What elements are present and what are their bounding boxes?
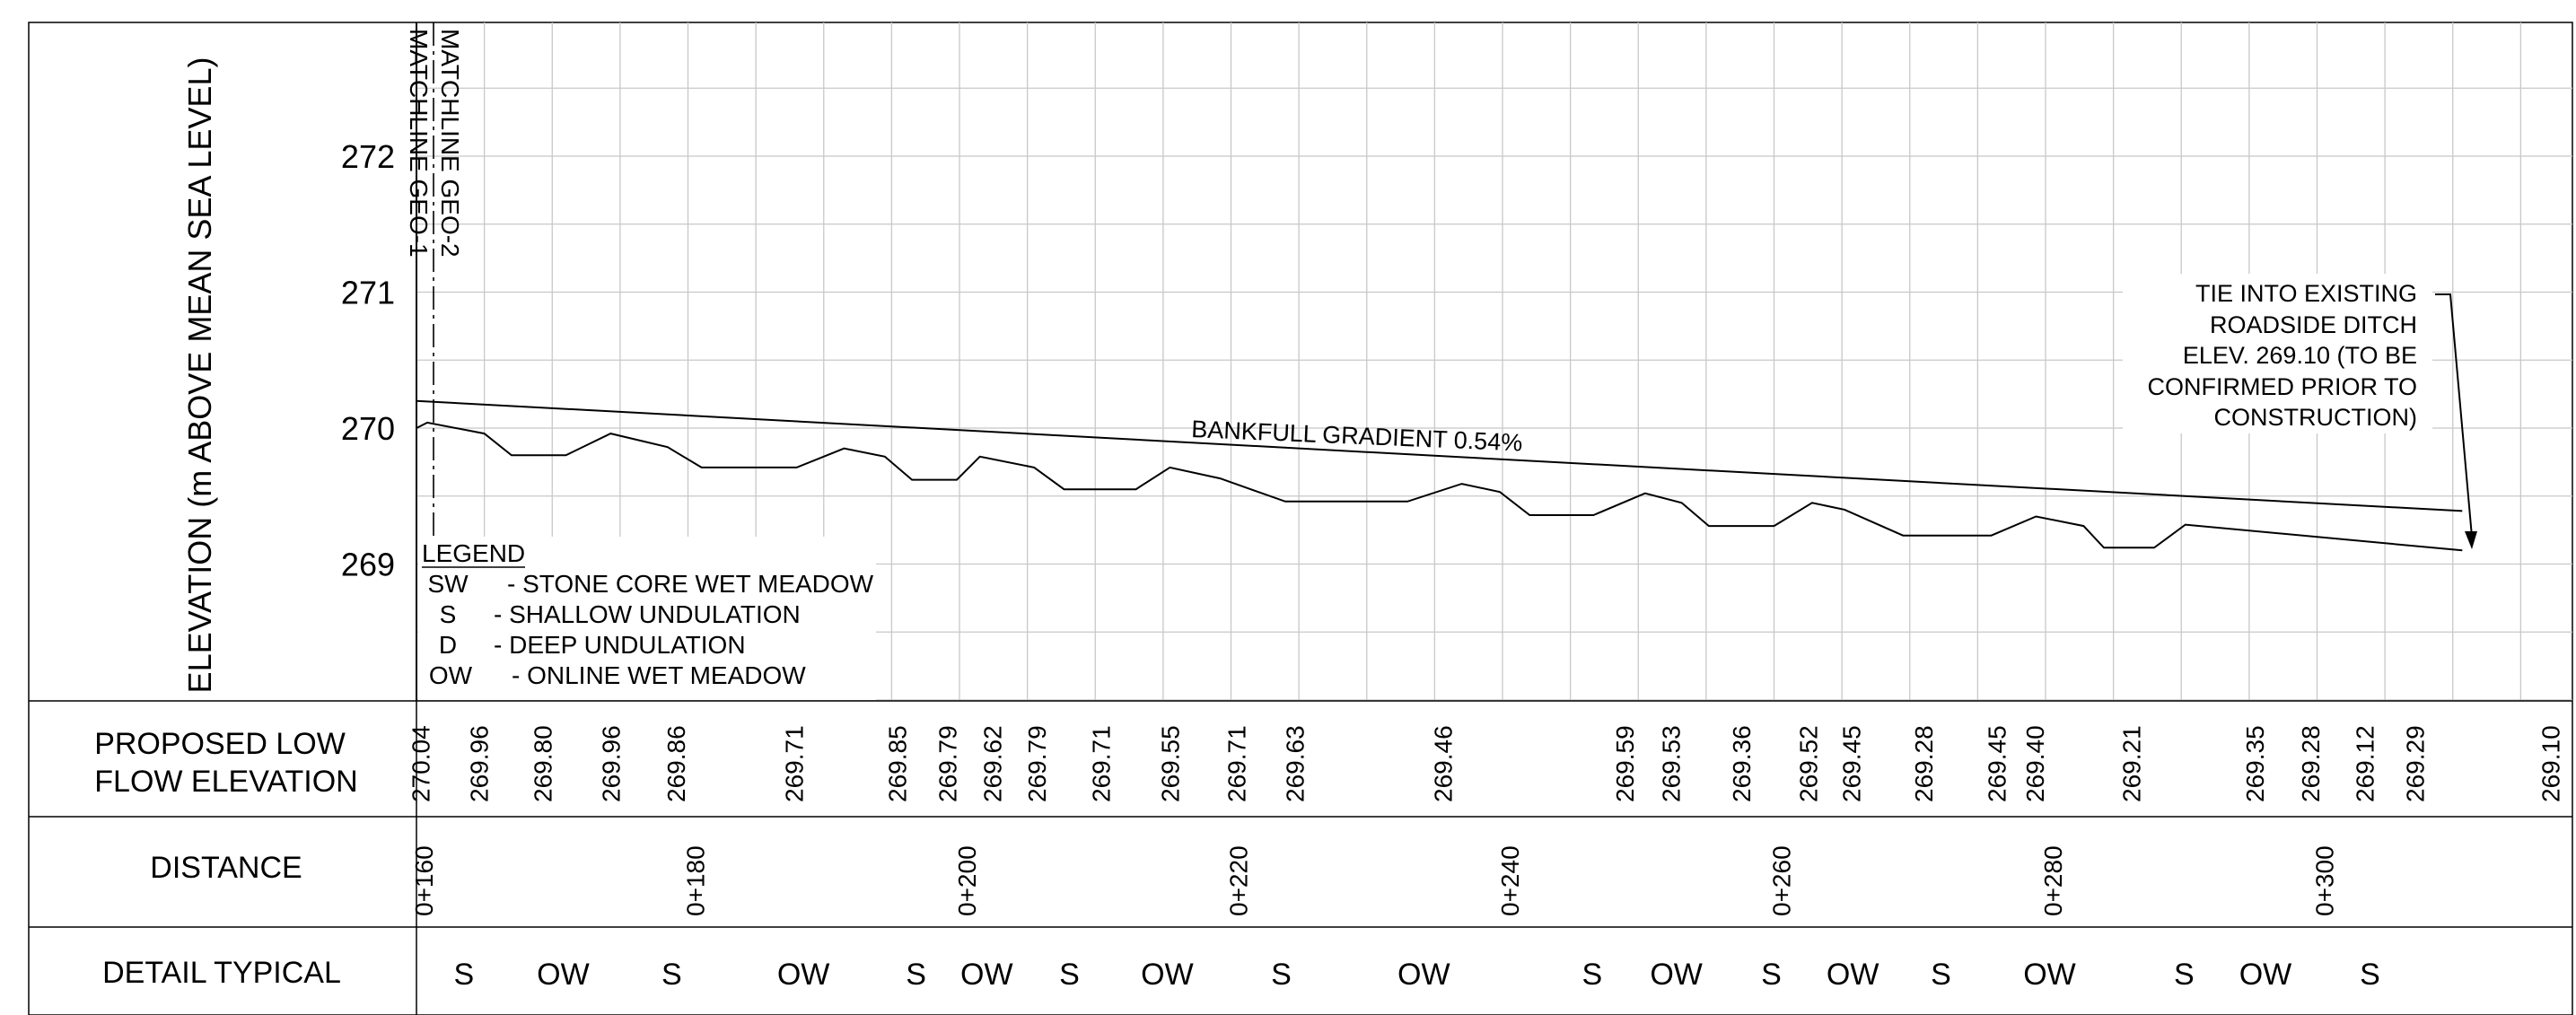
tie-in-note-line-3: ELEV. 269.10 (TO BE [2183, 342, 2417, 369]
distance-chainage-label: 0+240 [1496, 845, 1524, 916]
y-tick-label: 272 [341, 138, 395, 175]
tie-in-note-line-2: ROADSIDE DITCH [2210, 311, 2417, 338]
elevation-value-label: 269.79 [1023, 725, 1051, 802]
elevation-value-label: 269.59 [1611, 725, 1639, 802]
legend-code-ow: OW [429, 661, 473, 689]
elevation-value-label: 269.52 [1794, 725, 1822, 802]
distance-chainage-label: 0+200 [953, 845, 981, 916]
row-label-distance: DISTANCE [150, 851, 302, 885]
elevation-value-label: 269.45 [1984, 725, 2011, 802]
distance-chainage-label: 0+220 [1225, 845, 1253, 916]
detail-typical-label: OW [1141, 958, 1194, 992]
row-label-elevation-line-2: FLOW ELEVATION [94, 765, 357, 799]
detail-typical-label: OW [2023, 958, 2076, 992]
elevation-value-row: 270.04 269.96 269.80 269.96 269.86 269.71 269.… [407, 725, 2565, 802]
bankfull-gradient-line [416, 399, 2463, 512]
detail-typical-label: S [1931, 958, 1951, 992]
elevation-value-label: 269.45 [1838, 725, 1866, 802]
detail-typical-label: OW [1650, 958, 1703, 992]
legend-mask [418, 537, 876, 700]
elevation-value-label: 269.35 [2241, 725, 2269, 802]
matchline-geo-2-label: MATCHLINE GEO-2 [436, 29, 464, 258]
elevation-value-label: 269.53 [1658, 725, 1686, 802]
elevation-value-label: 269.80 [530, 725, 557, 802]
elevation-value-label: 269.21 [2117, 725, 2145, 802]
y-tick-label: 269 [341, 547, 395, 583]
distance-chainage-label: 0+260 [1768, 845, 1796, 916]
elevation-value-label: 269.96 [597, 725, 625, 802]
detail-typical-label: S [2174, 958, 2195, 992]
detail-typical-label: S [906, 958, 926, 992]
elevation-value-label: 269.86 [662, 725, 690, 802]
legend-code-s: S [440, 600, 457, 628]
leader-arrowhead [2465, 531, 2477, 549]
detail-typical-label: OW [960, 958, 1013, 992]
distance-chainage-label: 0+300 [2311, 845, 2339, 916]
elevation-value-label: 269.63 [1282, 725, 1310, 802]
tie-in-note-line-5: CONSTRUCTION) [2214, 404, 2417, 431]
y-tick-label: 271 [341, 275, 395, 311]
elevation-value-label: 269.79 [933, 725, 961, 802]
detail-typical-label: S [1271, 958, 1292, 992]
elevation-value-label: 269.12 [2351, 725, 2379, 802]
detail-typical-label: OW [1398, 958, 1450, 992]
drawing-frame [28, 22, 2573, 1015]
detail-typical-label: OW [1827, 958, 1879, 992]
y-axis-label: ELEVATION (m ABOVE MEAN SEA LEVEL) [181, 57, 218, 694]
distance-chainage-label: 0+280 [2039, 845, 2067, 916]
distance-chainage-label: 0+180 [682, 845, 710, 916]
elevation-value-label: 269.29 [2401, 725, 2429, 802]
tie-in-note-line-1: TIE INTO EXISTING [2195, 280, 2417, 307]
bankfull-gradient-label: BANKFULL GRADIENT 0.54% [1191, 416, 1523, 456]
elevation-value-label: 270.04 [407, 725, 435, 802]
elevation-value-label: 269.85 [883, 725, 911, 802]
elevation-value-label: 269.55 [1156, 725, 1184, 802]
proposed-low-flow-line [416, 421, 2463, 552]
y-tick-label: 270 [341, 410, 395, 447]
distance-value-row: 0+160 0+180 0+200 0+220 0+240 0+260 0+280 0+300 [410, 845, 2339, 916]
tie-in-note: TIE INTO EXISTING ROADSIDE DITCH ELEV. 2… [2123, 274, 2477, 549]
detail-typical-row: S OW S OW S OW S OW S OW S OW S OW S OW S OW S [454, 958, 2380, 992]
elevation-value-label: 269.10 [2537, 725, 2565, 802]
elevation-value-label: 269.96 [466, 725, 494, 802]
detail-typical-label: S [1761, 958, 1782, 992]
legend-desc-d: - DEEP UNDULATION [494, 631, 746, 659]
detail-typical-label: S [2360, 958, 2380, 992]
legend: LEGEND SW - STONE CORE WET MEADOW S - SH… [418, 537, 876, 700]
row-label-detail-typical: DETAIL TYPICAL [102, 956, 341, 990]
matchline-geo-1-label: MATCHLINE GEO-1 [405, 29, 433, 258]
detail-typical-label: OW [537, 958, 590, 992]
elevation-value-label: 269.28 [1910, 725, 1938, 802]
legend-desc-s: - SHALLOW UNDULATION [494, 600, 801, 628]
detail-typical-label: S [1582, 958, 1602, 992]
detail-typical-label: OW [777, 958, 830, 992]
detail-typical-label: S [1059, 958, 1080, 992]
detail-typical-label: S [662, 958, 682, 992]
row-label-elevation-line-1: PROPOSED LOW [94, 727, 346, 761]
detail-typical-label: S [454, 958, 475, 992]
elevation-value-label: 269.71 [1087, 725, 1115, 802]
elevation-value-label: 269.71 [781, 725, 809, 802]
legend-desc-sw: - STONE CORE WET MEADOW [507, 570, 874, 598]
tie-in-note-line-4: CONFIRMED PRIOR TO [2147, 373, 2417, 400]
elevation-value-label: 269.46 [1429, 725, 1457, 802]
legend-code-sw: SW [427, 570, 469, 598]
leader-line [2435, 293, 2473, 538]
detail-typical-label: OW [2239, 958, 2292, 992]
elevation-value-label: 269.62 [978, 725, 1006, 802]
legend-title: LEGEND [422, 539, 525, 567]
elevation-value-label: 269.28 [2297, 725, 2325, 802]
legend-desc-ow: - ONLINE WET MEADOW [512, 661, 806, 689]
elevation-value-label: 269.36 [1728, 725, 1756, 802]
legend-code-d: D [439, 631, 457, 659]
distance-chainage-label: 0+160 [410, 845, 438, 916]
elevation-value-label: 269.40 [2021, 725, 2049, 802]
elevation-value-label: 269.71 [1223, 725, 1251, 802]
tie-in-note-mask [2123, 274, 2432, 433]
y-tick-labels: 272 271 270 269 [341, 138, 395, 583]
